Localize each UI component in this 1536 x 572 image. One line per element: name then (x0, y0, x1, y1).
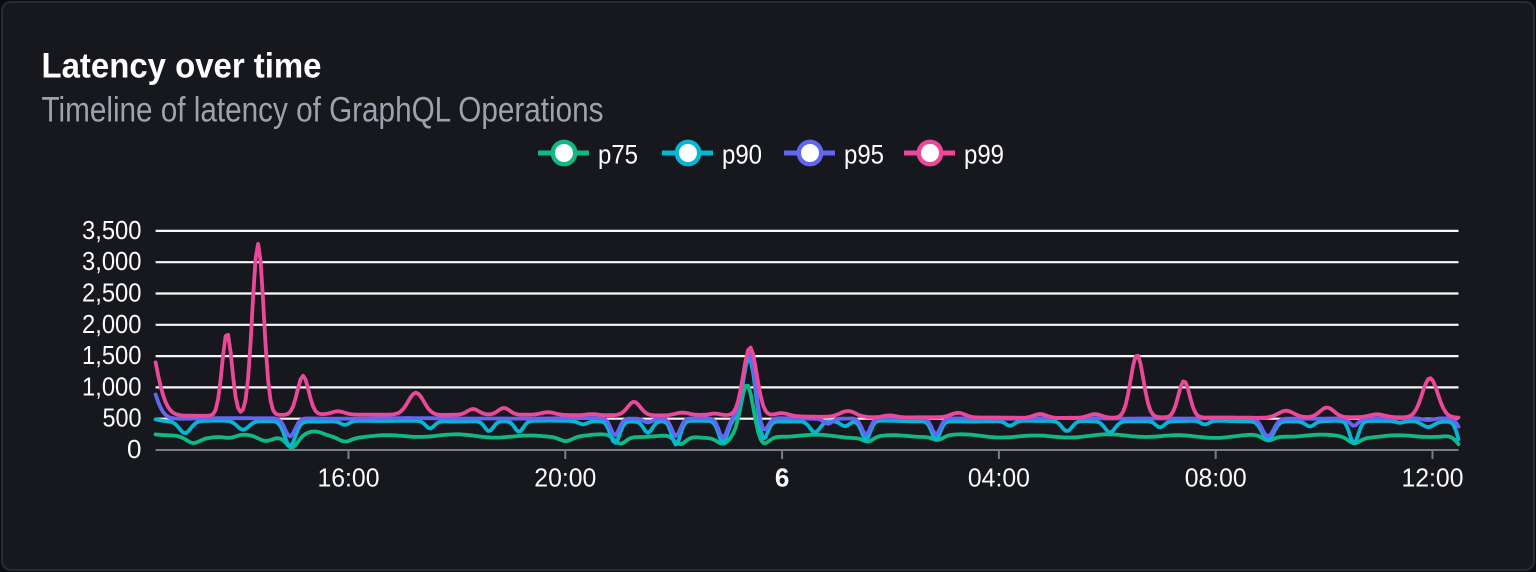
svg-text:0: 0 (127, 434, 141, 464)
svg-text:04:00: 04:00 (968, 463, 1030, 493)
svg-text:16:00: 16:00 (318, 463, 380, 493)
svg-text:6: 6 (775, 463, 789, 493)
svg-text:p75: p75 (598, 139, 638, 169)
svg-text:500: 500 (103, 403, 142, 433)
svg-text:1,000: 1,000 (82, 371, 142, 401)
svg-text:Timeline of latency of GraphQL: Timeline of latency of GraphQL Operation… (42, 90, 604, 129)
svg-text:20:00: 20:00 (534, 463, 596, 493)
svg-text:08:00: 08:00 (1185, 463, 1247, 493)
svg-text:3,500: 3,500 (82, 215, 142, 245)
svg-text:p99: p99 (964, 139, 1004, 169)
svg-text:12:00: 12:00 (1402, 463, 1464, 493)
svg-text:p90: p90 (722, 139, 762, 169)
svg-text:3,000: 3,000 (82, 246, 142, 276)
svg-text:2,500: 2,500 (82, 278, 142, 308)
svg-text:2,000: 2,000 (82, 309, 142, 339)
svg-text:p95: p95 (844, 139, 884, 169)
svg-text:1,500: 1,500 (82, 340, 142, 370)
svg-text:Latency over time: Latency over time (42, 47, 322, 86)
